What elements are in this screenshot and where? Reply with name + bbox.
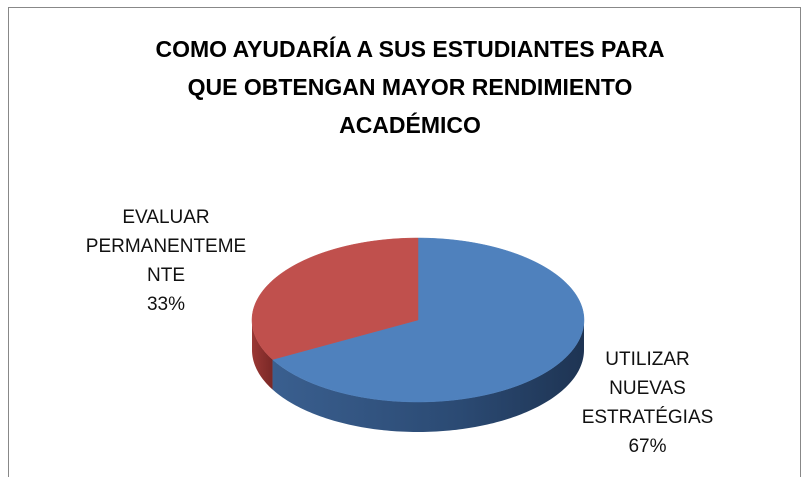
- category-label: UTILIZAR NUEVAS ESTRATÉGIAS: [581, 349, 714, 428]
- value-label: 33%: [146, 294, 186, 315]
- chart-frame: [8, 7, 801, 477]
- chart-title: COMO AYUDARÍA A SUS ESTUDIANTES PARA QUE…: [155, 36, 665, 138]
- value-label: 67%: [628, 436, 667, 457]
- pie-slice: [251, 237, 419, 360]
- slice-side: [252, 320, 273, 390]
- pie-slice: [272, 237, 585, 403]
- slice-side: [272, 320, 584, 432]
- category-label: EVALUAR PERMANENTEMENTE: [85, 207, 247, 286]
- slice-label: UTILIZAR NUEVAS ESTRATÉGIAS 67%: [570, 345, 725, 461]
- slice-label: EVALUAR PERMANENTEMENTE 33%: [85, 203, 247, 319]
